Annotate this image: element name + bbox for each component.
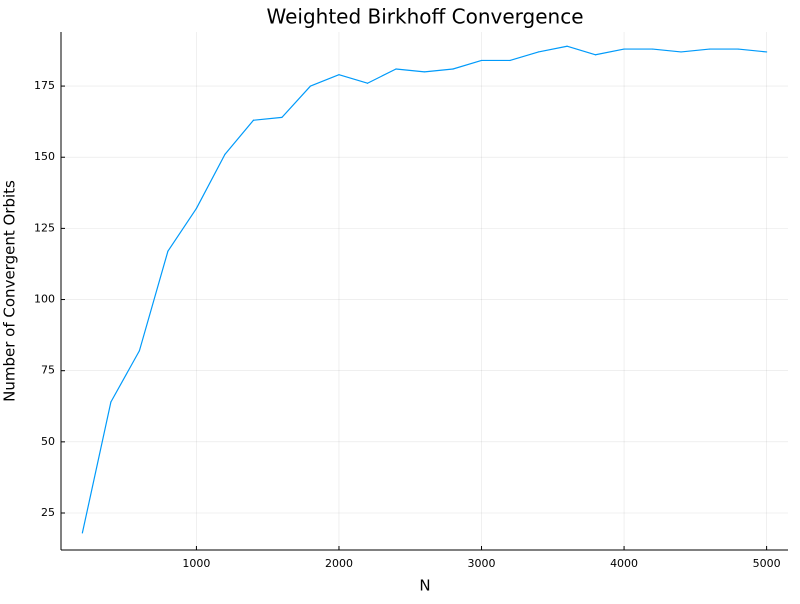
line-segment <box>596 49 625 55</box>
x-tick-label: 4000 <box>610 557 638 570</box>
axes <box>61 32 788 550</box>
line-segment <box>510 52 539 61</box>
x-axis-title: N <box>419 577 430 595</box>
line-segment <box>253 117 282 120</box>
tick-labels: 1000 2000 3000 4000 5000 25 50 75 100 125 150 175 <box>34 79 781 570</box>
series-line <box>82 46 766 533</box>
y-tick-label: 75 <box>41 364 55 377</box>
line-segment <box>567 46 596 55</box>
line-segment <box>425 69 454 72</box>
line-segment <box>139 251 168 351</box>
line-segment <box>196 154 225 208</box>
y-tick-label: 100 <box>34 293 55 306</box>
y-tick-label: 150 <box>34 150 55 163</box>
y-tick-label: 125 <box>34 221 55 234</box>
line-segment <box>168 208 197 251</box>
y-tick-label: 50 <box>41 435 55 448</box>
line-segment <box>111 351 140 402</box>
line-segment <box>681 49 710 52</box>
x-tick-label: 5000 <box>753 557 781 570</box>
x-tick-label: 3000 <box>468 557 496 570</box>
line-segment <box>225 120 254 154</box>
y-tick-label: 175 <box>34 79 55 92</box>
line-segment <box>738 49 767 52</box>
chart-title: Weighted Birkhoff Convergence <box>266 5 583 29</box>
x-tick-label: 1000 <box>182 557 210 570</box>
line-segment <box>310 75 339 86</box>
line-segment <box>653 49 682 52</box>
x-tick-label: 2000 <box>325 557 353 570</box>
y-tick-label: 25 <box>41 506 55 519</box>
y-axis-title: Number of Convergent Orbits <box>1 180 19 402</box>
line-segment <box>396 69 425 72</box>
series-lines <box>82 46 766 533</box>
grid <box>61 32 788 550</box>
line-segment <box>367 69 396 83</box>
line-segment <box>282 86 311 117</box>
line-segment <box>339 75 368 84</box>
line-segment <box>539 46 568 52</box>
line-segment <box>453 60 482 69</box>
